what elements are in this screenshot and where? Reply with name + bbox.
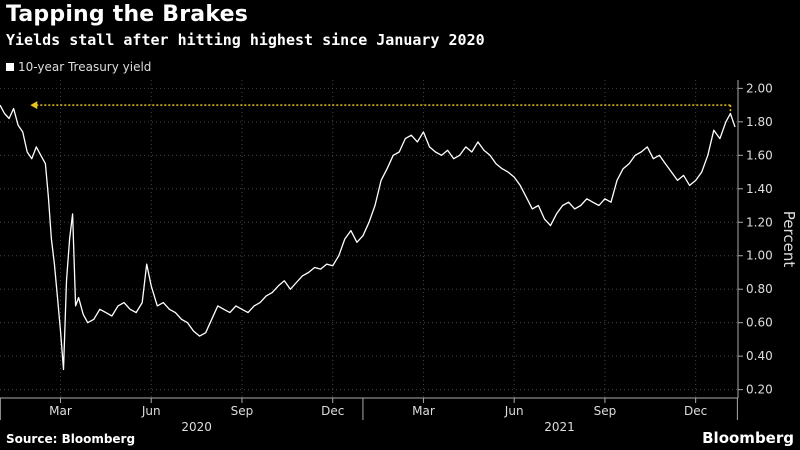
x-tick-label: Sep bbox=[594, 404, 617, 418]
y-tick-label: 0.60 bbox=[746, 316, 773, 330]
y-tick-label: 0.80 bbox=[746, 282, 773, 296]
x-tick-label: Dec bbox=[321, 404, 344, 418]
x-tick-label: Mar bbox=[49, 404, 72, 418]
bloomberg-logo: Bloomberg bbox=[702, 429, 794, 447]
x-tick-label: Jun bbox=[141, 404, 161, 418]
y-tick-label: 0.20 bbox=[746, 383, 773, 397]
x-tick-label: Jun bbox=[504, 404, 524, 418]
legend: 10-year Treasury yield bbox=[6, 60, 151, 74]
y-tick-label: 0.40 bbox=[746, 349, 773, 363]
x-tick-label: Dec bbox=[684, 404, 707, 418]
y-tick-label: 1.40 bbox=[746, 182, 773, 196]
y-axis-label: Percent bbox=[780, 211, 798, 268]
chart-subtitle: Yields stall after hitting highest since… bbox=[6, 31, 485, 49]
y-tick-label: 1.60 bbox=[746, 148, 773, 162]
reference-arrow-left bbox=[30, 101, 38, 110]
x-tick-label: Mar bbox=[412, 404, 435, 418]
legend-swatch bbox=[6, 63, 14, 71]
legend-label: 10-year Treasury yield bbox=[18, 60, 152, 74]
series-line bbox=[0, 104, 736, 371]
x-year-label: 2020 bbox=[181, 420, 212, 434]
x-tick-label: Sep bbox=[231, 404, 254, 418]
y-tick-label: 1.20 bbox=[746, 215, 773, 229]
y-tick-label: 1.00 bbox=[746, 249, 773, 263]
y-tick-label: 1.80 bbox=[746, 115, 773, 129]
source-note: Source: Bloomberg bbox=[6, 432, 136, 446]
y-tick-label: 2.00 bbox=[746, 81, 773, 95]
x-year-label: 2021 bbox=[544, 420, 575, 434]
chart-title: Tapping the Brakes bbox=[6, 2, 249, 27]
